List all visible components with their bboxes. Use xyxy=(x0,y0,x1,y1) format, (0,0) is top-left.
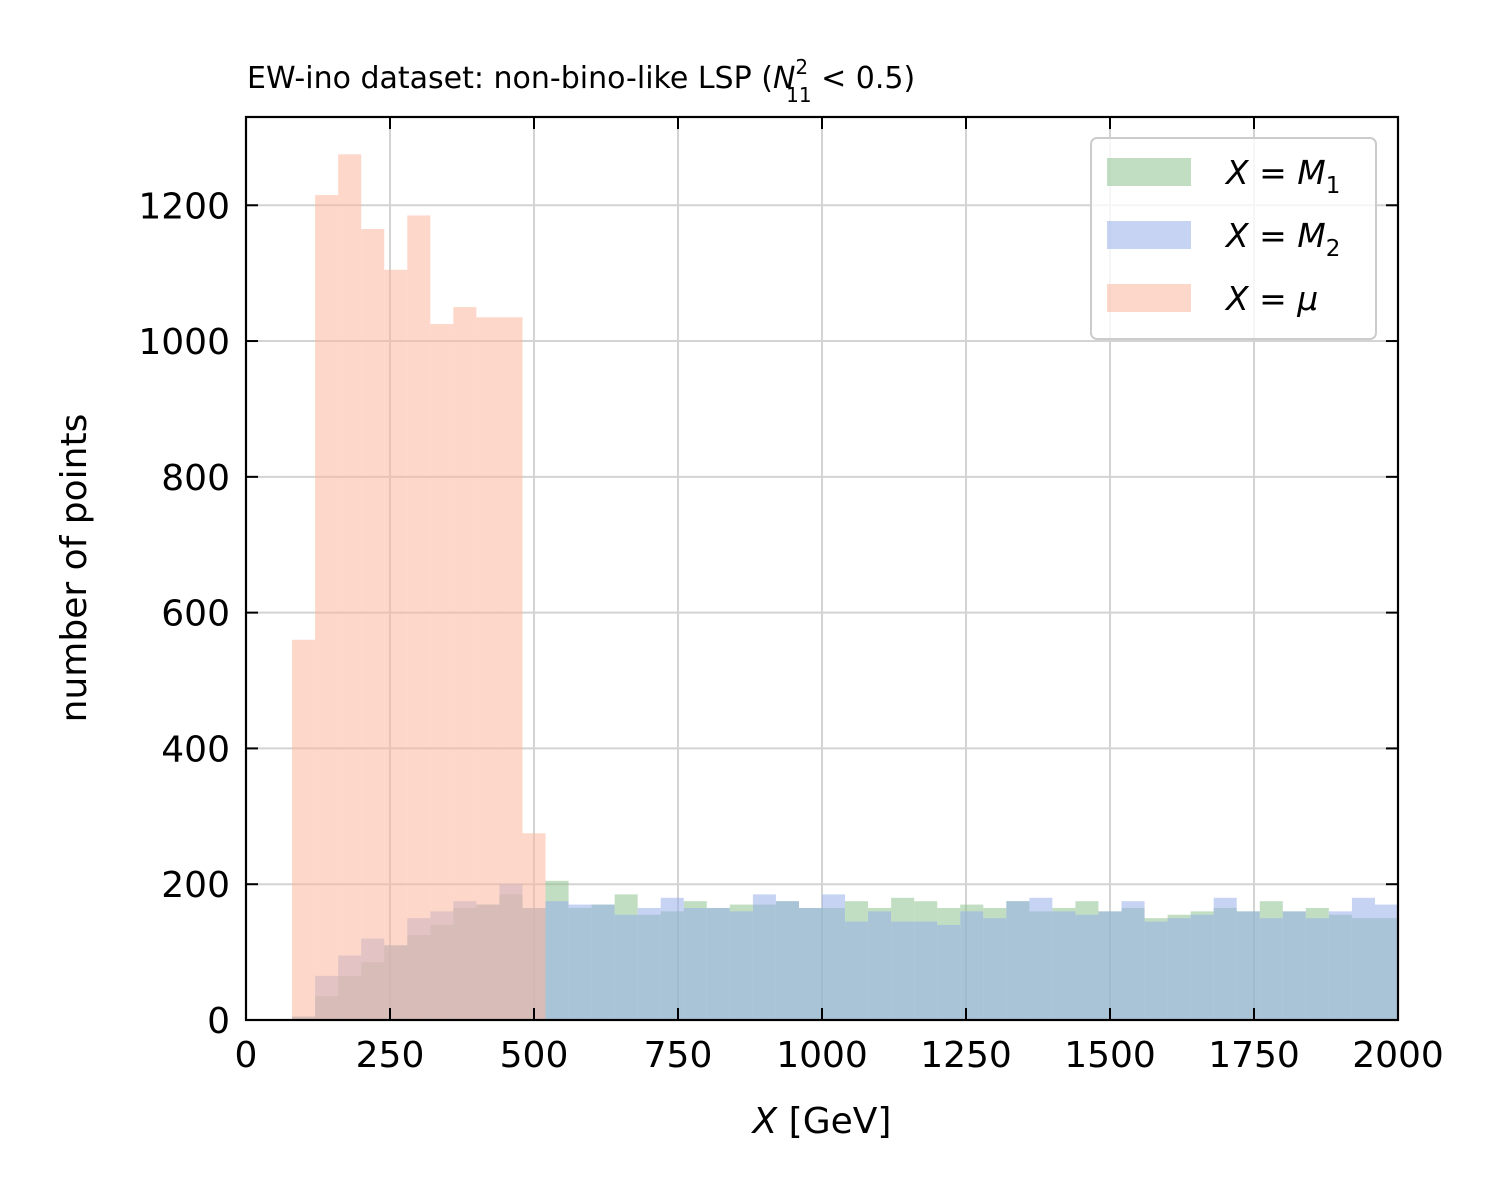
y-tick-label: 1200 xyxy=(138,186,230,227)
legend: X = M1 X = M2 X = μ xyxy=(1090,137,1377,340)
histogram-bar xyxy=(292,639,316,1020)
histogram-bars xyxy=(292,154,1398,1021)
histogram-bar xyxy=(476,317,500,1021)
histogram-bar xyxy=(1190,914,1214,1020)
x-tick-label: 500 xyxy=(500,1035,569,1076)
legend-swatch xyxy=(1107,221,1191,249)
histogram-bar xyxy=(614,914,638,1020)
histogram-bar xyxy=(315,195,339,1020)
x-tick-label: 0 xyxy=(235,1035,258,1076)
histogram-bar xyxy=(453,307,477,1021)
x-tick-label: 2000 xyxy=(1352,1035,1444,1076)
histogram-bar xyxy=(1351,897,1375,1020)
histogram-bar xyxy=(775,901,799,1020)
histogram-bar xyxy=(1167,918,1191,1020)
x-tick-label: 1000 xyxy=(776,1035,868,1076)
histogram-bar xyxy=(660,897,684,1020)
y-tick-label: 600 xyxy=(161,594,230,635)
x-tick-label: 1250 xyxy=(920,1035,1012,1076)
histogram-bar xyxy=(499,317,523,1021)
histogram-bar xyxy=(937,924,961,1020)
histogram-bar xyxy=(1374,904,1398,1020)
histogram-bar xyxy=(522,833,546,1020)
histogram-bar xyxy=(1121,901,1145,1020)
histogram-bar xyxy=(983,918,1007,1020)
histogram-bar xyxy=(845,921,869,1020)
histogram-bar xyxy=(683,907,707,1020)
histogram-bar xyxy=(407,215,431,1020)
chart-title: EW-ino dataset: non-bino-like LSP (N2 11 … xyxy=(247,55,915,107)
histogram-bar xyxy=(868,911,892,1020)
histogram-bar xyxy=(361,229,385,1021)
histogram-bar xyxy=(338,154,362,1020)
histogram-bar xyxy=(384,269,408,1020)
x-tick-label: 1500 xyxy=(1064,1035,1156,1076)
histogram-bar xyxy=(1029,897,1053,1020)
legend-swatch xyxy=(1107,284,1191,312)
histogram-bar xyxy=(706,907,730,1020)
histogram-bar xyxy=(568,904,592,1020)
histogram-bar xyxy=(1098,911,1122,1020)
histogram-bar xyxy=(914,921,938,1020)
histogram-bar xyxy=(1075,914,1099,1020)
histogram-bar xyxy=(1006,901,1030,1020)
histogram-bar xyxy=(1328,911,1352,1020)
histogram-bar xyxy=(822,894,846,1020)
histogram-bar xyxy=(891,921,915,1020)
series-2-bars xyxy=(292,154,546,1021)
legend-label: X = μ xyxy=(1224,279,1318,318)
x-tick-label: 250 xyxy=(356,1035,425,1076)
axis-ticks: 0 250 500 750 1000 1250 1500 1750 2000 0 200 400 600… xyxy=(138,117,1444,1076)
y-tick-label: 0 xyxy=(207,1001,230,1042)
y-axis-label: number of points xyxy=(54,414,95,723)
histogram-bar xyxy=(1236,911,1260,1020)
x-axis-label: X [GeV] xyxy=(751,1101,892,1142)
legend-label: X = M2 xyxy=(1224,216,1340,262)
y-tick-label: 1000 xyxy=(138,322,230,363)
histogram-bar xyxy=(1305,918,1329,1020)
histogram-bar xyxy=(1052,911,1076,1020)
histogram-bar xyxy=(1259,918,1283,1020)
histogram-bar xyxy=(1213,897,1237,1020)
histogram-bar xyxy=(752,894,776,1020)
histogram-bar xyxy=(545,901,569,1020)
histogram-bar xyxy=(591,904,615,1020)
x-tick-label: 1750 xyxy=(1208,1035,1300,1076)
legend-label: X = M1 xyxy=(1224,153,1340,199)
histogram-bar xyxy=(729,911,753,1020)
histogram-bar xyxy=(1282,911,1306,1020)
legend-swatch xyxy=(1107,158,1191,186)
histogram-bar xyxy=(960,911,984,1020)
histogram-bar xyxy=(798,907,822,1020)
histogram-bar xyxy=(1144,921,1168,1020)
y-tick-label: 400 xyxy=(161,729,230,770)
y-tick-label: 800 xyxy=(161,458,230,499)
histogram-bar xyxy=(637,907,661,1020)
y-tick-label: 200 xyxy=(161,865,230,906)
x-tick-label: 750 xyxy=(644,1035,713,1076)
histogram-bar xyxy=(430,324,454,1020)
